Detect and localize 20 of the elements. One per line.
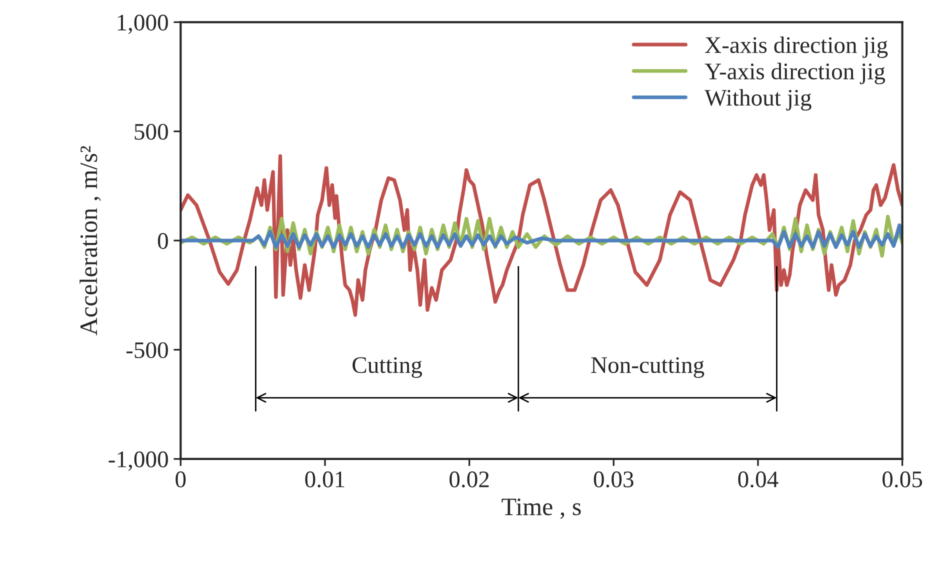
legend-label: X-axis direction jig <box>705 36 888 58</box>
y-tick-label: 0 <box>158 233 168 249</box>
annotation: Cutting <box>352 357 422 378</box>
legend-label: Without jig <box>704 89 812 111</box>
line-series <box>180 154 902 317</box>
line-series <box>180 223 902 249</box>
y-tick-label: -1,000 <box>108 451 168 471</box>
x-axis-title: Time , s <box>502 498 581 519</box>
legend-label: Y-axis direction jig <box>704 62 886 84</box>
x-tick-label: 0.05 <box>882 471 922 488</box>
y-axis-title: Acceleration , m/s² <box>80 146 101 336</box>
x-tick-label: 0.01 <box>305 471 344 488</box>
y-tick-label: -500 <box>126 342 168 358</box>
x-tick-label: 0.03 <box>594 471 634 488</box>
x-tick-label: 0.02 <box>450 471 489 488</box>
y-tick-label: 1,000 <box>118 14 168 34</box>
y-tick-label: 500 <box>134 124 168 140</box>
x-tick-label: 0.04 <box>738 471 778 488</box>
x-tick-label: 0 <box>176 471 186 488</box>
annotation: Non-cutting <box>591 357 704 378</box>
